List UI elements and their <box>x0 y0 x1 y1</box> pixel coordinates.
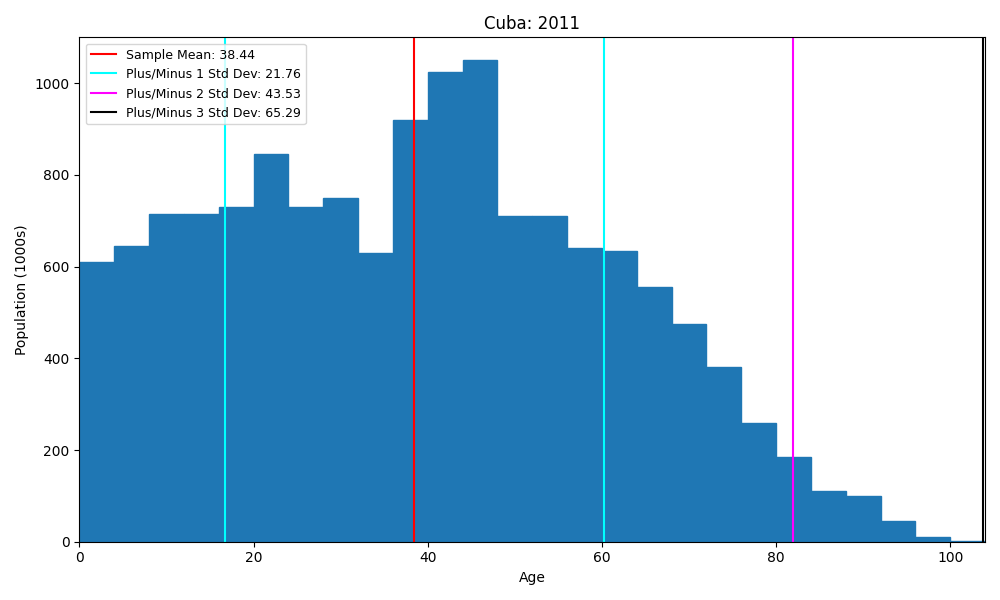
Bar <box>706 367 741 542</box>
Bar <box>811 491 846 542</box>
Title: Cuba: 2011: Cuba: 2011 <box>484 15 580 33</box>
Bar <box>567 248 602 542</box>
Plus/Minus 1 Std Dev: 21.76: (16.7, 1): 21.76: (16.7, 1) <box>219 538 231 545</box>
Bar <box>497 216 532 542</box>
Plus/Minus 2 Std Dev: 43.53: (-5.09, 0): 43.53: (-5.09, 0) <box>29 538 41 545</box>
Bar <box>463 60 497 542</box>
Bar <box>881 521 915 542</box>
Bar <box>428 72 463 542</box>
Bar <box>672 324 706 542</box>
Plus/Minus 2 Std Dev: 43.53: (-5.09, 1): 43.53: (-5.09, 1) <box>29 538 41 545</box>
Bar <box>846 496 881 542</box>
Bar <box>79 262 114 542</box>
Legend: Sample Mean: 38.44, Plus/Minus 1 Std Dev: 21.76, Plus/Minus 2 Std Dev: 43.53, Pl: Sample Mean: 38.44, Plus/Minus 1 Std Dev… <box>86 44 306 124</box>
Bar <box>219 207 254 542</box>
Bar <box>393 120 428 542</box>
Bar <box>288 207 323 542</box>
Bar <box>184 214 219 542</box>
Bar <box>254 154 288 542</box>
Bar <box>741 422 776 542</box>
Y-axis label: Population (1000s): Population (1000s) <box>15 224 29 355</box>
Bar <box>776 457 811 542</box>
Bar <box>637 287 672 542</box>
Sample Mean: 38.44: (38.4, 0): 38.44: (38.4, 0) <box>408 538 420 545</box>
Bar <box>915 537 950 542</box>
Bar <box>532 216 567 542</box>
Bar <box>602 251 637 542</box>
Sample Mean: 38.44: (38.4, 1): 38.44: (38.4, 1) <box>408 538 420 545</box>
Bar <box>114 246 149 542</box>
Plus/Minus 1 Std Dev: 21.76: (16.7, 0): 21.76: (16.7, 0) <box>219 538 231 545</box>
Bar <box>149 214 184 542</box>
X-axis label: Age: Age <box>519 571 546 585</box>
Bar <box>323 198 358 542</box>
Bar <box>950 541 985 542</box>
Bar <box>358 253 393 542</box>
